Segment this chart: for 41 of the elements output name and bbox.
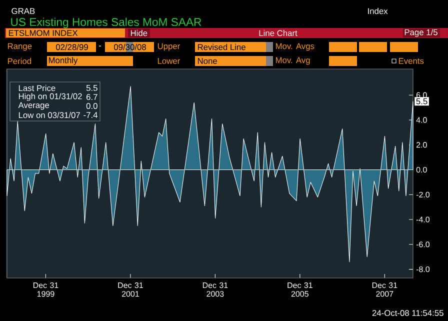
y-tick-label: 4.0: [416, 117, 427, 123]
x-tick-label: Dec 31 2001: [118, 282, 143, 297]
y-tick-label: -4.0: [416, 216, 430, 222]
annotation: Last Price: [18, 84, 56, 92]
text: 09/30/08: [114, 44, 146, 50]
text: Hide: [130, 30, 148, 36]
y-tick-label: -6.0: [416, 242, 430, 248]
annotation: Average: [18, 102, 50, 110]
text: Monthly: [48, 57, 78, 65]
y-tick-label: -8.0: [416, 266, 430, 272]
annotation: 5.5: [86, 85, 98, 91]
text: GRAB: [12, 8, 35, 14]
text: Upper: [158, 43, 180, 51]
text: Line Chart: [259, 30, 298, 36]
text: 24-Oct-08 11:54:55: [372, 310, 444, 316]
x-tick-label: Dec 31 2007: [372, 282, 398, 297]
x-tick-label: Dec 31 2003: [202, 282, 228, 297]
text: Events: [398, 58, 424, 64]
annotation: 5.5: [416, 98, 428, 104]
text: 02/28/99: [56, 44, 88, 50]
annotation: High on 01/31/02: [18, 93, 82, 101]
text: Range: [8, 43, 32, 51]
x-tick-label: Dec 31 1999: [33, 282, 58, 297]
annotation: 0.0: [86, 103, 98, 109]
x-tick-label: Dec 31 2005: [288, 282, 312, 297]
y-tick-label: -2.0: [416, 192, 430, 198]
y-tick-label: 2.0: [416, 142, 427, 148]
text: None: [198, 58, 217, 64]
text: Mov. Avg: [276, 57, 310, 65]
text: Revised Line: [198, 44, 246, 50]
annotation: 6.7: [86, 94, 98, 100]
chart-title: US Existing Homes Sales MoM SAAR: [11, 18, 202, 28]
text: Index: [368, 8, 388, 14]
annotation: Low on 03/31/07: [18, 112, 80, 118]
text: Lower: [158, 58, 180, 64]
text: Mov. Avgs: [276, 43, 314, 51]
text: ETSLMOM INDEX: [8, 30, 78, 36]
text: Period: [8, 58, 32, 64]
text: Page 1/5: [404, 29, 438, 37]
y-tick-label: 0.0: [416, 166, 427, 173]
annotation: -7.4: [84, 112, 98, 118]
